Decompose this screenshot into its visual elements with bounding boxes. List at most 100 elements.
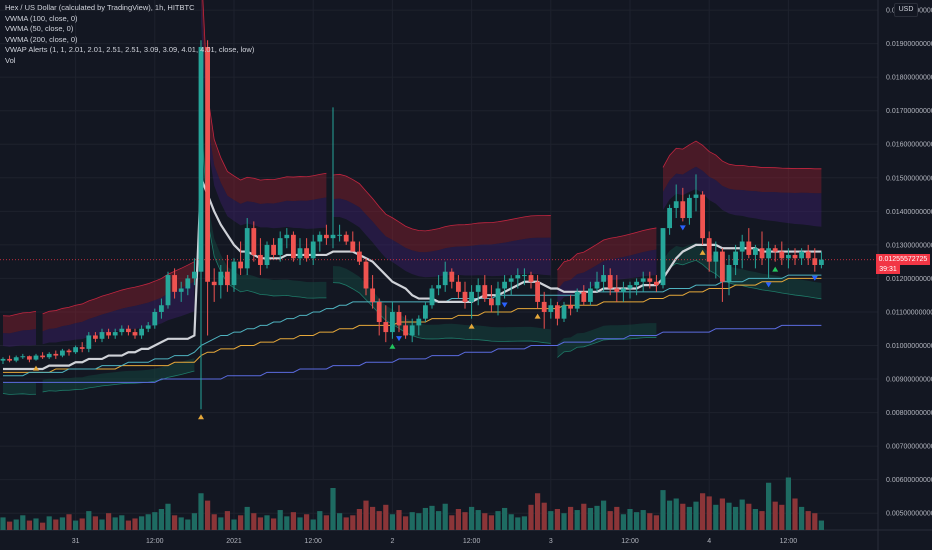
legend-vwma50[interactable]: VWMA (50, close, 0) [5, 24, 74, 34]
upper-band-outer [663, 141, 822, 194]
volume-bar [700, 493, 706, 530]
legend-volume[interactable]: Vol [5, 55, 16, 65]
upper-band-outer [201, 0, 327, 204]
volume-bar [211, 514, 217, 530]
volume-bar [607, 511, 613, 530]
volume-bar [667, 500, 673, 530]
upper-band-inner [333, 198, 551, 278]
time-tick-label: 12:00 [146, 538, 164, 545]
volume-bar [370, 506, 376, 530]
legend-vwap-alerts[interactable]: VWAP Alerts (1, 1, 2.01, 2.01, 2.51, 2.5… [5, 45, 255, 55]
candle-body [317, 234, 323, 242]
volume-bar [40, 522, 46, 530]
volume-bar [601, 500, 607, 530]
vwap-bands [2, 0, 822, 395]
legend-vwma100[interactable]: VWMA (100, close, 0) [5, 13, 78, 23]
alert-up-marker [33, 365, 39, 371]
volume-bar [746, 503, 752, 530]
currency-button[interactable]: USD [894, 3, 918, 17]
candle-body [66, 350, 72, 353]
candle-body [357, 251, 362, 262]
candle-body [53, 353, 59, 356]
upper-band-inner [557, 249, 657, 305]
volume-bar [323, 515, 329, 530]
candle-body [165, 275, 171, 306]
candle-body [819, 259, 824, 265]
candle-body [772, 248, 778, 252]
volume-bar [139, 516, 145, 530]
volume-bar [548, 511, 554, 530]
candle-body [60, 350, 65, 356]
candle-body [753, 248, 758, 255]
candle-body [799, 251, 804, 259]
alert-down-marker [501, 302, 508, 308]
volume-bar [132, 518, 138, 530]
candle-body [555, 305, 560, 319]
candle-body [693, 194, 699, 198]
volume-bar [191, 513, 197, 530]
lower-band [42, 358, 195, 392]
candle-body [568, 305, 573, 309]
volume-bar [759, 511, 765, 530]
legend-title[interactable]: Hex / US Dollar (calculated by TradingVi… [5, 3, 195, 12]
price-tick-label: 0.00900000000 [886, 377, 932, 384]
price-tick-label: 0.01600000000 [886, 142, 932, 149]
candle-body [805, 251, 811, 259]
legend-vwma200[interactable]: VWMA (200, close, 0) [5, 34, 78, 44]
candle-body [403, 325, 408, 336]
upper-band-edge [662, 140, 822, 170]
candle-body [106, 332, 111, 336]
lower-band-edge [42, 370, 195, 393]
candle-body [436, 285, 441, 289]
volume-bar [205, 500, 211, 530]
volume-bar [482, 513, 488, 530]
candle-body [581, 291, 587, 302]
volume-bar [733, 506, 739, 530]
lower-band-edge [2, 393, 37, 395]
volume-bar [337, 513, 343, 530]
volume-bar [0, 517, 6, 530]
volume-bars [0, 477, 824, 530]
volume-bar [356, 509, 362, 530]
lower-band [557, 323, 657, 358]
volume-bar [693, 501, 699, 530]
candle-body [350, 241, 356, 252]
volume-bar [442, 503, 448, 530]
candle-body [786, 254, 791, 259]
legend: Hex / US Dollar (calculated by TradingVi… [5, 3, 254, 67]
volume-bar [554, 509, 560, 530]
upper-band-edge [557, 227, 657, 271]
price-tick-label: 0.01400000000 [886, 209, 932, 216]
candle-body [238, 261, 243, 269]
candle-body [370, 288, 375, 302]
candle-body [178, 288, 184, 292]
volume-bar [125, 520, 131, 530]
volume-bar [145, 514, 151, 530]
candle-body [205, 46, 210, 282]
alert-markers [33, 225, 818, 420]
volume-bar [106, 513, 112, 530]
candle-body [132, 332, 138, 336]
time-tick-label: 4 [707, 538, 711, 545]
price-tick-label: 0.00800000000 [886, 410, 932, 417]
candle-body [746, 241, 752, 255]
volume-bar [521, 516, 527, 530]
volume-bar [508, 514, 514, 530]
volume-bar [290, 512, 296, 530]
volume-bar [383, 504, 389, 530]
upper-band-edge [2, 310, 37, 317]
volume-bar [271, 518, 277, 530]
candle-body [495, 288, 501, 306]
candle-body [112, 332, 118, 336]
alert-down-marker [765, 282, 772, 288]
candle-body [185, 278, 191, 289]
volume-bar [574, 510, 580, 530]
upper-band-edge [202, 0, 327, 181]
volume-bar [488, 515, 494, 530]
volume-bar [541, 502, 547, 530]
upper-band-edge [42, 261, 195, 315]
volume-bar [409, 512, 415, 530]
candle-body [489, 298, 494, 306]
